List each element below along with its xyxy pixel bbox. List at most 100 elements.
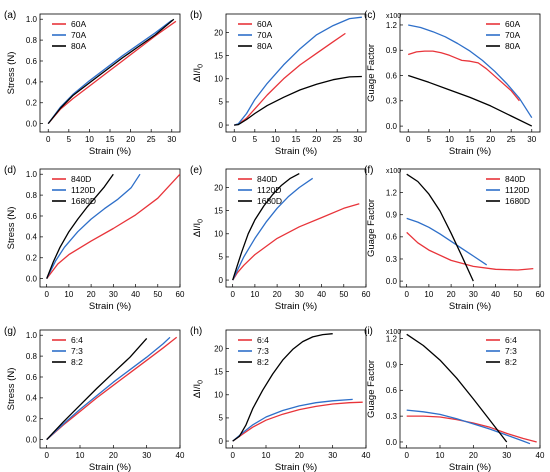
legend-entry: 1120D [257,185,281,195]
y-tick-label: 20 [214,28,223,37]
x-tick-label: 40 [491,290,500,299]
legend-entry: 80A [505,41,520,51]
legend-entry: 840D [71,174,91,184]
series-line-6-4 [232,401,363,442]
y-tick-label: 10 [214,391,223,400]
y-axis-label: Stress (N) [6,368,17,411]
y-tick-label: 0.4 [26,78,38,87]
series-line-1680D [232,173,300,281]
x-axis-label: Strain (%) [449,462,491,472]
legend-entry: 8:2 [505,357,517,367]
x-tick-label: 30 [328,451,337,460]
chart-panel-d: (d) 0 10 20 30 40 50 60 0.0 0.2 0.4 0.6 0.8 1.0 Strain… [4,165,185,312]
panel-label: (i) [364,326,373,337]
y-tick-label: 5 [219,98,224,107]
x-tick-label: 40 [131,290,140,299]
x-tick-label: 20 [109,451,118,460]
plot-frame [399,329,541,449]
y-tick-label: 0.9 [386,211,398,220]
y-tick-label: 5 [219,414,224,423]
chart-panel-c: (c) 0 5 10 15 20 25 30 0.0 0.3 0.6 0.9 1.2 Strain (%)… [364,10,541,157]
x-axis-label: Strain (%) [89,146,131,157]
x-axis-label: Strain (%) [275,301,317,312]
legend-entry: 70A [505,30,520,40]
series-line-1120D [406,217,488,266]
plot-frame [39,329,181,449]
x-tick-label: 5 [67,135,72,144]
y-axis-label: Guage Factor [366,199,377,257]
series-line-70A [233,16,362,126]
y-tick-label: 0.0 [26,119,38,128]
series-line-80A [234,75,362,126]
series-line-8-2 [406,333,508,443]
x-tick-label: 30 [167,135,176,144]
y-tick-label: 0.3 [386,412,398,421]
y-tick-label: 0.0 [26,274,38,283]
legend-entry: 70A [71,30,86,40]
x-tick-label: 10 [64,290,73,299]
y-tick-label: 1.2 [386,334,398,343]
chart-panel-i: (i) 0 10 20 30 40 0.0 0.3 0.6 0.9 1.2 Strain (%) Gua… [364,326,545,472]
x-tick-label: 30 [353,135,362,144]
x-tick-label: 60 [362,290,371,299]
series-line-1680D [406,173,474,282]
x-tick-label: 60 [176,290,185,299]
y-tick-label: 15 [214,206,223,215]
chart-panel-b: (b) 0 5 10 15 20 25 30 0 5 10 15 20 Strain (%) ΔI/I0 60… [190,10,367,157]
x-tick-label: 5 [253,135,258,144]
y-tick-label: 5 [219,253,224,262]
x-tick-label: 5 [427,135,432,144]
y-tick-label: 0.0 [386,122,398,131]
legend-entry: 6:4 [257,335,269,345]
legend-entry: 70A [257,30,272,40]
y-tick-label: 20 [214,344,223,353]
panel-label: (g) [4,326,16,337]
x-tick-label: 10 [85,135,94,144]
plot-frame [225,13,367,133]
legend-entry: 7:3 [505,346,517,356]
x-tick-label: 15 [466,135,475,144]
y-tick-label: 0.6 [386,386,398,395]
y-tick-label: 0.2 [26,415,38,424]
y-tick-label: 0.6 [386,71,398,80]
y-tick-label: 1.0 [26,15,38,24]
chart-panel-h: (h) 0 10 20 30 40 0 5 10 15 20 Strain (%) ΔI/I0 6:47:… [190,326,371,472]
legend-entry: 6:4 [71,335,83,345]
panel-label: (e) [190,165,202,176]
y-tick-label: 0.3 [386,97,398,106]
legend-entry: 1680D [71,196,96,206]
x-tick-label: 40 [317,290,326,299]
series-line-6-4 [46,336,178,441]
y-tick-label: 0.6 [26,57,38,66]
legend-entry: 8:2 [257,357,269,367]
x-tick-label: 20 [312,135,321,144]
legend-entry: 7:3 [71,346,83,356]
legend-entry: 1120D [71,185,95,195]
series-line-60A [408,50,520,102]
series-line-1120D [232,177,314,281]
legend-entry: 840D [505,174,525,184]
x-axis-label: Strain (%) [89,301,131,312]
legend-entry: 60A [257,19,272,29]
y-tick-label: 0.2 [26,99,38,108]
y-tick-label: 0 [219,437,224,446]
legend-entry: 60A [71,19,86,29]
series-line-70A [408,24,533,119]
x-tick-label: 40 [176,451,185,460]
x-tick-label: 30 [109,290,118,299]
legend-entry: 60A [505,19,520,29]
x-tick-label: 10 [436,451,445,460]
x-tick-label: 0 [232,135,237,144]
y-axis-label: Guage Factor [366,360,377,418]
x-tick-label: 20 [126,135,135,144]
y-tick-label: 0.6 [26,212,38,221]
x-axis-label: Strain (%) [449,146,491,157]
y-tick-label: 0.9 [386,360,398,369]
y-tick-label: 0.4 [26,233,38,242]
series-line-60A [47,20,177,125]
legend-entry: 1120D [505,185,529,195]
series-line-7-3 [232,398,353,442]
y-tick-label: 0.8 [26,191,38,200]
series-line-840D [46,173,180,279]
